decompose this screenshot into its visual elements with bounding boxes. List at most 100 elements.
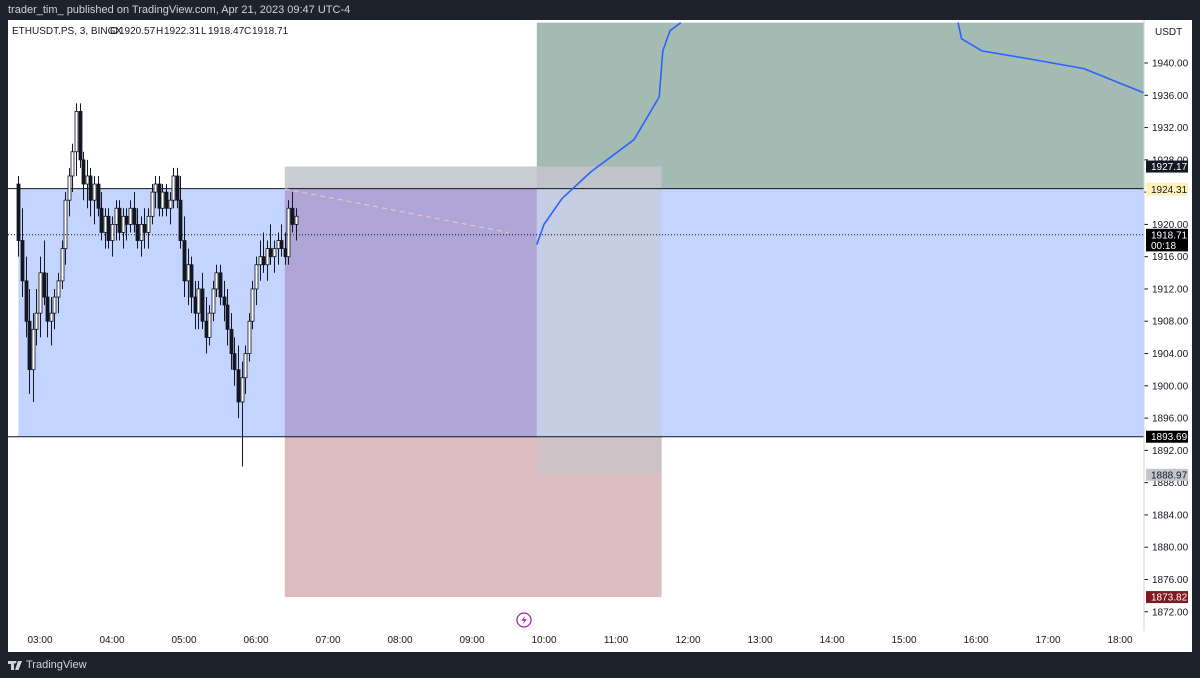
legend-open: 1920.57 (119, 26, 156, 37)
candle-body (232, 353, 237, 371)
candle-body (160, 191, 165, 209)
candle-body (240, 377, 245, 403)
price-chart[interactable]: 1940.001936.001932.001928.001924.001920.… (0, 0, 1200, 652)
candle-body (225, 304, 230, 330)
price-label-bg (1146, 160, 1188, 173)
candle (24, 256, 29, 338)
legend-low-label: L (201, 26, 207, 37)
candle (56, 272, 61, 314)
candle-body (52, 296, 57, 314)
candle (117, 200, 122, 241)
candle (92, 175, 97, 225)
candle-body (229, 328, 234, 354)
candle-body (128, 207, 133, 225)
price-label-text: 1927.17 (1151, 162, 1188, 173)
y-tick-label: 1884.00 (1152, 510, 1189, 521)
target-zone (536, 22, 1144, 189)
candle-body (99, 207, 104, 233)
candle-body (117, 207, 122, 233)
candle-body (45, 296, 50, 322)
candle-body (236, 369, 241, 403)
price-label: 1918.71 (1146, 228, 1188, 241)
x-tick-label: 13:00 (747, 635, 772, 646)
candle-body (164, 191, 169, 209)
x-tick-label: 10:00 (531, 635, 556, 646)
candle (20, 208, 25, 298)
candle (272, 240, 277, 273)
candle-body (121, 215, 126, 233)
y-tick-label: 1940.00 (1152, 59, 1189, 70)
candle (225, 288, 230, 346)
candle (52, 288, 57, 330)
legend-close: 1918.71 (252, 26, 289, 37)
candle-body (16, 183, 21, 241)
candle (196, 280, 201, 330)
candle (128, 200, 133, 233)
y-tick-label: 1908.00 (1152, 317, 1189, 328)
candle-body (265, 248, 270, 266)
candle (45, 272, 50, 338)
candle (222, 280, 227, 322)
candle-body (63, 199, 68, 250)
y-tick-label: 1888.00 (1152, 478, 1189, 489)
x-tick-label: 07:00 (315, 635, 340, 646)
price-label-bg (1146, 228, 1188, 241)
candle-body (222, 296, 227, 306)
price-label: 1927.17 (1146, 160, 1188, 173)
candle-body (283, 248, 288, 258)
price-label-text: 1918.71 (1151, 230, 1188, 241)
candle-body (132, 207, 137, 225)
x-tick-label: 18:00 (1107, 635, 1132, 646)
candle-body (268, 248, 273, 258)
candle (240, 361, 245, 467)
x-tick-label: 03:00 (27, 635, 52, 646)
price-label-text: 00:18 (1151, 241, 1176, 252)
price-label-bg (1146, 468, 1188, 481)
x-tick-label: 17:00 (1035, 635, 1060, 646)
x-tick-label: 09:00 (459, 635, 484, 646)
candle (229, 313, 234, 370)
y-tick-label: 1896.00 (1152, 414, 1189, 425)
candle (290, 192, 295, 233)
candle (74, 103, 79, 176)
y-tick-label: 1892.00 (1152, 446, 1189, 457)
candle-body (157, 183, 162, 209)
y-tick-label: 1876.00 (1152, 575, 1189, 586)
candle (99, 192, 104, 241)
candle (67, 167, 72, 217)
y-tick-label: 1912.00 (1152, 284, 1189, 295)
candle (142, 208, 147, 249)
candle (175, 167, 180, 209)
y-tick-label: 1932.00 (1152, 123, 1189, 134)
candle (150, 184, 155, 225)
candle (286, 200, 291, 265)
tradingview-brand[interactable]: TradingView (8, 659, 87, 671)
candle-body (34, 312, 39, 330)
x-tick-label: 05:00 (171, 635, 196, 646)
candle (88, 167, 93, 217)
candle-body (204, 320, 209, 338)
candle-body (135, 223, 140, 241)
price-label-bg (1146, 430, 1188, 443)
candle-body (193, 296, 198, 314)
legend-high: 1922.31 (164, 26, 201, 37)
dashed-trade-line (284, 188, 509, 234)
projection-curve-2 (957, 22, 1145, 94)
candle-body (182, 240, 187, 282)
publisher-line: trader_tim_ published on TradingView.com… (8, 4, 351, 16)
candle-body (139, 223, 144, 241)
candle-body (207, 312, 212, 338)
y-tick-label: 1904.00 (1152, 349, 1189, 360)
candle (247, 313, 252, 362)
candle (16, 175, 21, 257)
candle-body (272, 248, 277, 258)
price-label: 1924.31 (1146, 183, 1188, 196)
lightning-icon[interactable] (516, 612, 532, 628)
candle-body (247, 320, 252, 354)
x-tick-label: 14:00 (819, 635, 844, 646)
candle-body (168, 199, 173, 209)
candle-body (81, 159, 86, 185)
x-tick-label: 04:00 (99, 635, 124, 646)
candle (135, 208, 140, 249)
candle-body (290, 207, 295, 225)
